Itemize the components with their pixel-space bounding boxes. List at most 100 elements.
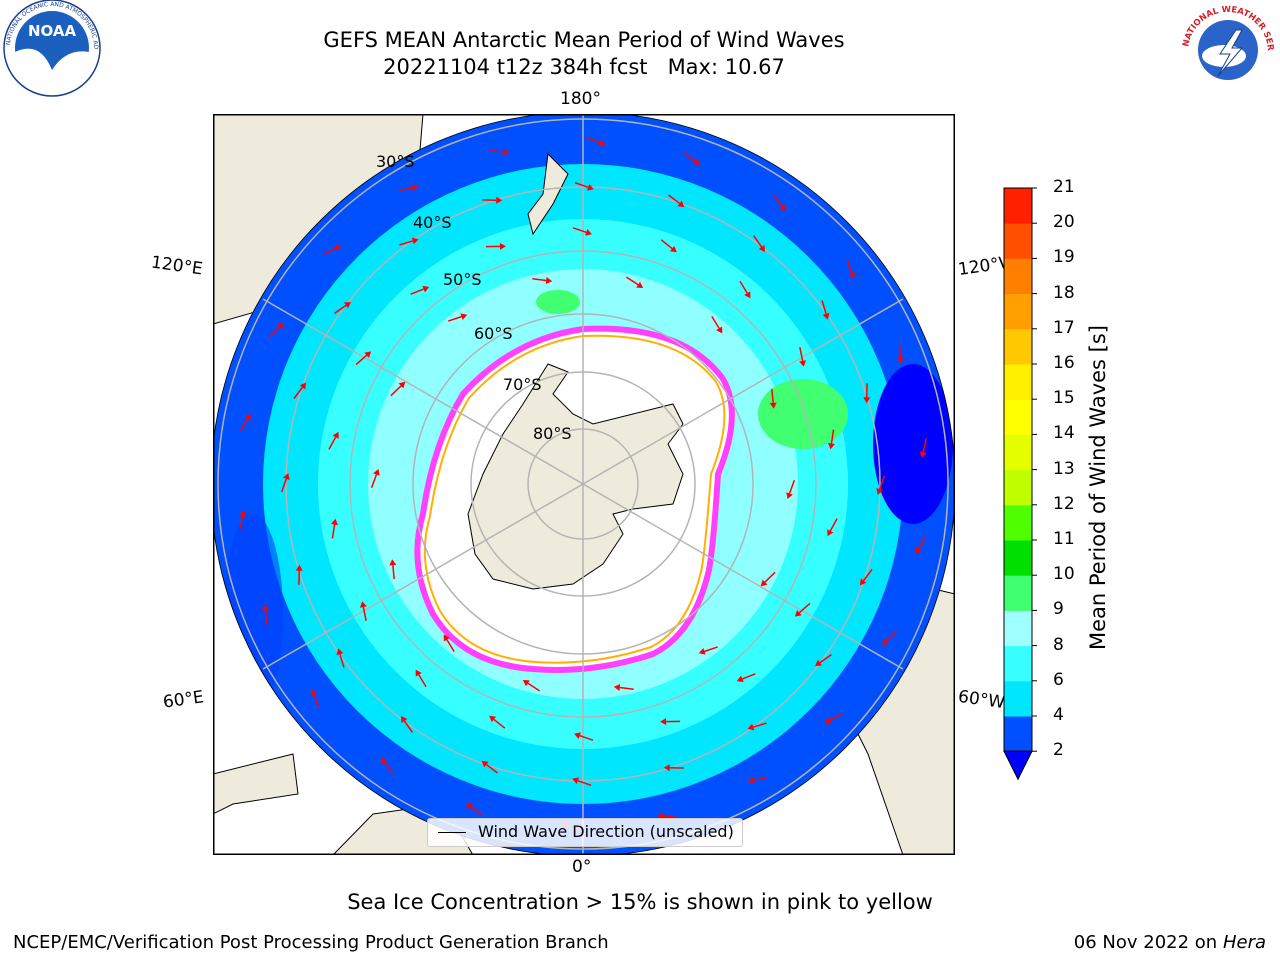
wave-arrow-head: [613, 684, 621, 691]
colorbar-tick-label: 8: [1053, 634, 1064, 655]
wave-arrow-head: [244, 413, 251, 421]
wave-arrow: [470, 806, 483, 816]
wave-arrow-head: [422, 285, 430, 293]
wave-arrow-head: [799, 360, 807, 367]
wave-arrow: [574, 182, 589, 189]
wave-arrow: [532, 278, 547, 282]
wave-arrow: [383, 761, 394, 774]
wave-arrow: [399, 240, 414, 246]
wave-arrow-head: [489, 715, 497, 723]
wave-arrow-head: [663, 764, 670, 772]
wave-arrow-head: [876, 488, 883, 495]
wave-arrow-head: [657, 812, 664, 820]
colorbar-segment: [1004, 540, 1032, 576]
lon-label-60e: 60°E: [161, 687, 206, 713]
colorbar-segment: [1004, 716, 1032, 752]
wave-arrow-head: [283, 473, 290, 480]
wave-arrow: [704, 646, 718, 653]
wave-arrow-head: [660, 718, 667, 726]
wave-arrow: [446, 639, 455, 652]
wave-arrow: [339, 653, 345, 668]
colorbar-tick-label: 20: [1053, 212, 1075, 233]
colorbar-segment: [1004, 504, 1032, 541]
colorbar-tick-label: 10: [1053, 564, 1075, 585]
wave-arrow: [668, 194, 681, 205]
wave-arrow: [334, 304, 347, 315]
wave-arrow: [362, 606, 367, 621]
wave-arrow: [752, 722, 767, 728]
wave-arrow: [527, 682, 541, 692]
footer-credit: NCEP/EMC/Verification Post Processing Pr…: [13, 932, 609, 953]
wave-arrow: [772, 194, 783, 207]
wave-arrow-head: [574, 732, 581, 740]
wave-arrow: [390, 385, 402, 397]
colorbar-segment: [1004, 258, 1032, 295]
colorbar-tick-label: 6: [1053, 669, 1064, 690]
wave-arrow-head: [786, 492, 793, 500]
wave-arrow: [485, 763, 498, 774]
wave-arrow: [711, 316, 720, 329]
wave-arrow-head: [677, 200, 685, 208]
wave-arrow-head: [794, 610, 802, 617]
wave-arrow-head: [400, 716, 408, 723]
wave-arrow-head: [545, 277, 553, 284]
wave-arrow: [240, 418, 249, 432]
colorbar-tick-label: 12: [1053, 493, 1075, 514]
wave-arrow: [821, 300, 827, 315]
colorbar-segment: [1004, 364, 1032, 400]
lat-label-50s: 50°S: [443, 270, 482, 289]
wave-arrow: [753, 776, 768, 781]
wave-arrow: [370, 474, 378, 489]
colorbar-label: Mean Period of Wind Waves [s]: [1086, 325, 1110, 650]
wave-arrow: [268, 326, 281, 338]
wave-arrow-head: [716, 326, 723, 334]
wave-arrow: [829, 712, 843, 721]
wave-arrow: [798, 602, 811, 614]
wave-arrow-head: [693, 158, 700, 165]
wind-wave-arrows: [238, 136, 928, 832]
wave-arrow: [764, 571, 776, 583]
footer-date: 06 Nov 2022 on Hera: [1073, 932, 1266, 953]
wave-arrow-head: [698, 648, 706, 655]
graticule: [217, 114, 949, 855]
wave-arrow-head: [915, 547, 922, 555]
wave-arrow-head: [415, 669, 422, 677]
footer-host: Hera: [1222, 932, 1266, 953]
wave-arrow: [264, 610, 268, 625]
colorbar-tick-label: 16: [1053, 353, 1075, 373]
wave-arrow: [586, 136, 601, 144]
colorbar-segment: [1004, 188, 1032, 224]
wave-arrow-head: [411, 237, 419, 245]
wave-arrow: [398, 187, 413, 192]
wave-arrow-head: [299, 382, 307, 390]
colorbar-segment: [1004, 575, 1032, 611]
colorbar-tick-label: 2: [1053, 740, 1064, 761]
colorbar-tick-label: 19: [1053, 247, 1075, 268]
lon-label-60w: 60°W: [956, 686, 1007, 714]
legend-line: [438, 832, 466, 833]
wave-arrow-head: [332, 431, 339, 439]
wave-arrow-head: [827, 529, 834, 537]
wave-arrow: [862, 569, 873, 582]
wave-arrow: [355, 354, 368, 366]
wave-arrow: [331, 524, 336, 539]
wave-arrow-head: [758, 245, 766, 252]
wave-arrow-head: [398, 381, 406, 389]
wave-arrow: [493, 718, 506, 729]
wave-arrow: [328, 436, 337, 450]
colorbar-segment: [1004, 328, 1032, 365]
wave-arrow-head: [747, 776, 755, 784]
wave-arrow-head: [919, 451, 927, 458]
wave-arrow-head: [736, 675, 744, 683]
wave-arrow-head: [815, 659, 822, 667]
wave-arrow-head: [359, 601, 367, 608]
wave-arrow: [293, 386, 304, 399]
colorbar-tick-label: 9: [1053, 599, 1064, 620]
colorbar-segment: [1004, 645, 1032, 682]
wave-arrow-head: [373, 468, 380, 476]
wave-arrow-head: [466, 803, 473, 810]
wave-arrow-head: [481, 760, 489, 768]
colorbar-tick-label: 18: [1053, 282, 1075, 303]
colorbar-tick-label: 13: [1053, 458, 1075, 479]
wave-arrow-head: [336, 648, 344, 656]
